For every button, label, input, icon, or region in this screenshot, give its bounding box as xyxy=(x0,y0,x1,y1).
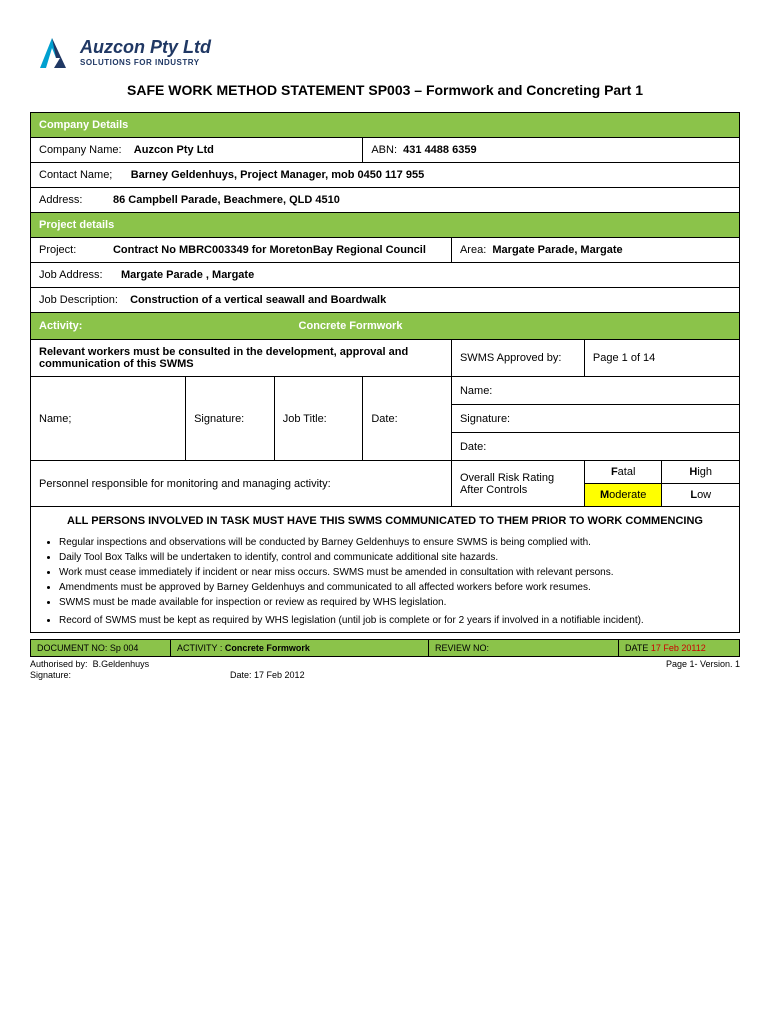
project-label: Project: xyxy=(39,244,76,256)
signature-row: Signature: Date: 17 Feb 2012 xyxy=(30,670,740,680)
jobdesc-cell: Job Description: Construction of a verti… xyxy=(31,288,740,313)
consult-text: Relevant workers must be consulted in th… xyxy=(31,340,452,377)
logo-company-name: Auzcon Pty Ltd xyxy=(80,37,211,58)
logo: Auzcon Pty Ltd SOLUTIONS FOR INDUSTRY xyxy=(30,30,211,74)
bullet-item: Daily Tool Box Talks will be undertaken … xyxy=(59,550,739,565)
activity-value: Concrete Formwork xyxy=(299,320,403,332)
footer-activity: ACTIVITY : Concrete Formwork xyxy=(171,640,429,656)
page-version: Page 1- Version. 1 xyxy=(666,659,740,669)
personnel-cell[interactable]: Personnel responsible for monitoring and… xyxy=(31,461,452,507)
page-indicator: Page 1 of 14 xyxy=(584,340,739,377)
bullet-item: SWMS must be made available for inspecti… xyxy=(59,595,739,610)
abn-cell: ABN: 431 4488 6359 xyxy=(363,138,740,163)
company-details-header: Company Details xyxy=(31,113,740,138)
area-value: Margate Parade, Margate xyxy=(492,244,622,256)
address-value: 86 Campbell Parade, Beachmere, QLD 4510 xyxy=(113,194,340,206)
approved-by-label: SWMS Approved by: xyxy=(451,340,584,377)
contact-label: Contact Name; xyxy=(39,169,112,181)
project-cell: Project: Contract No MBRC003349 for More… xyxy=(31,238,452,263)
bullet-item: Regular inspections and observations wil… xyxy=(59,535,739,550)
auth-by: Authorised by: B.Geldenhuys xyxy=(30,659,149,669)
address-cell: Address: 86 Campbell Parade, Beachmere, … xyxy=(31,188,740,213)
footer-bar: DOCUMENT NO: Sp 004 ACTIVITY : Concrete … xyxy=(30,639,740,657)
company-name-cell: Company Name: Auzcon Pty Ltd xyxy=(31,138,363,163)
company-name-label: Company Name: xyxy=(39,144,122,156)
contact-cell: Contact Name; Barney Geldenhuys, Project… xyxy=(31,163,740,188)
project-details-header: Project details xyxy=(31,213,740,238)
company-name-value: Auzcon Pty Ltd xyxy=(134,144,214,156)
risk-top-row: Fatal High xyxy=(584,461,739,484)
risk-moderate: Moderate xyxy=(585,484,663,506)
swms-form-table: Company Details Company Name: Auzcon Pty… xyxy=(30,112,740,633)
risk-bottom-row: Moderate Low xyxy=(584,484,739,507)
header-logo-row: Auzcon Pty Ltd SOLUTIONS FOR INDUSTRY xyxy=(30,30,740,74)
document-title: SAFE WORK METHOD STATEMENT SP003 – Formw… xyxy=(30,82,740,98)
jobaddr-cell: Job Address: Margate Parade , Margate xyxy=(31,263,740,288)
footer-signature-label: Signature: xyxy=(30,670,230,680)
footer-docno: DOCUMENT NO: Sp 004 xyxy=(31,640,171,656)
jobdesc-label: Job Description: xyxy=(39,294,118,306)
risk-low: Low xyxy=(662,484,739,506)
abn-value: 431 4488 6359 xyxy=(403,144,476,156)
footer-review: REVIEW NO: xyxy=(429,640,619,656)
auth-row: Authorised by: B.Geldenhuys Page 1- Vers… xyxy=(30,659,740,669)
area-cell: Area: Margate Parade, Margate xyxy=(451,238,739,263)
notice-and-bullets-cell: ALL PERSONS INVOLVED IN TASK MUST HAVE T… xyxy=(31,507,740,633)
abn-label: ABN: xyxy=(371,144,397,156)
bullets-list: Regular inspections and observations wil… xyxy=(31,531,739,632)
footer-signature-date: Date: 17 Feb 2012 xyxy=(230,670,305,680)
logo-tagline: SOLUTIONS FOR INDUSTRY xyxy=(80,58,211,67)
overall-risk-label: Overall Risk Rating After Controls xyxy=(451,461,584,507)
approver-name-cell[interactable]: Name: xyxy=(451,377,739,405)
sign-jobtitle-cell[interactable]: Job Title: xyxy=(274,377,363,461)
approver-signature-cell[interactable]: Signature: xyxy=(451,405,739,433)
activity-header: Activity: Concrete Formwork xyxy=(31,313,740,340)
approver-date-cell[interactable]: Date: xyxy=(451,433,739,461)
logo-mark-icon xyxy=(30,30,74,74)
risk-high: High xyxy=(662,461,739,483)
area-label: Area: xyxy=(460,244,486,256)
project-value: Contract No MBRC003349 for MoretonBay Re… xyxy=(113,244,426,256)
sign-signature-cell[interactable]: Signature: xyxy=(186,377,275,461)
notice-text: ALL PERSONS INVOLVED IN TASK MUST HAVE T… xyxy=(31,507,739,531)
jobaddr-label: Job Address: xyxy=(39,269,103,281)
bullet-item: Amendments must be approved by Barney Ge… xyxy=(59,580,739,595)
sign-name-cell[interactable]: Name; xyxy=(31,377,186,461)
sign-date-cell[interactable]: Date: xyxy=(363,377,452,461)
jobaddr-value: Margate Parade , Margate xyxy=(121,269,254,281)
footer-date: DATE 17 Feb 20112 xyxy=(619,640,739,656)
jobdesc-value: Construction of a vertical seawall and B… xyxy=(130,294,386,306)
address-label: Address: xyxy=(39,194,82,206)
activity-label: Activity: xyxy=(39,320,82,332)
bullet-item: Record of SWMS must be kept as required … xyxy=(59,613,739,628)
contact-value: Barney Geldenhuys, Project Manager, mob … xyxy=(131,169,424,181)
bullet-item: Work must cease immediately if incident … xyxy=(59,565,739,580)
risk-fatal: Fatal xyxy=(585,461,663,483)
